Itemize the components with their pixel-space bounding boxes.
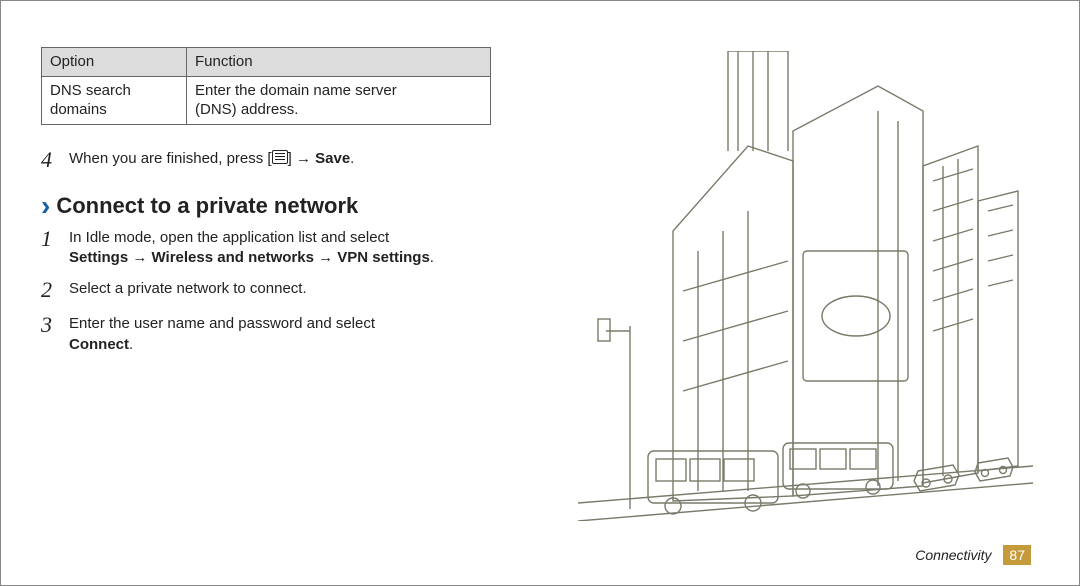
- chevron-icon: ›: [41, 192, 50, 220]
- step-4-after: .: [350, 150, 354, 167]
- step-1-number: 1: [41, 224, 69, 269]
- step-2-number: 2: [41, 275, 69, 305]
- th-function: Function: [187, 48, 491, 77]
- step-2: 2 Select a private network to connect.: [41, 279, 506, 305]
- td-function-l2: (DNS) address.: [195, 101, 298, 118]
- td-option-l2: domains: [50, 101, 107, 118]
- page-footer: Connectivity 87: [915, 545, 1031, 565]
- step-3-body: Enter the user name and password and sel…: [69, 314, 506, 355]
- step-1-after: .: [430, 249, 434, 266]
- step-4: 4 When you are finished, press [] → Save…: [41, 149, 506, 175]
- step-4-body: When you are finished, press [ ] → Save.: [69, 149, 506, 175]
- step-4-text-before: When you are finished, press [: [69, 150, 272, 167]
- menu-icon: [272, 150, 288, 164]
- city-illustration: [578, 51, 1033, 521]
- step-1-body: In Idle mode, open the application list …: [69, 228, 506, 269]
- step-1-bold: Settings → Wireless and networks → VPN s…: [69, 249, 430, 266]
- step-2-text: Select a private network to connect.: [69, 280, 307, 297]
- step-3-number: 3: [41, 310, 69, 355]
- section-title: Connect to a private network: [56, 193, 358, 219]
- step-4-bold: Save: [315, 150, 350, 167]
- page: Option Function DNS search domains Enter…: [0, 0, 1080, 586]
- option-function-table: Option Function DNS search domains Enter…: [41, 47, 491, 125]
- table-row: DNS search domains Enter the domain name…: [42, 76, 491, 124]
- step-3: 3 Enter the user name and password and s…: [41, 314, 506, 355]
- step-4-arrow: ] →: [288, 150, 316, 167]
- step-1-line1: In Idle mode, open the application list …: [69, 229, 389, 246]
- table-header-row: Option Function: [42, 48, 491, 77]
- step-2-body: Select a private network to connect.: [69, 279, 506, 305]
- section-heading: › Connect to a private network: [41, 192, 506, 220]
- td-option-l1: DNS search: [50, 82, 131, 99]
- footer-section: Connectivity: [915, 547, 991, 563]
- left-column: Option Function DNS search domains Enter…: [41, 47, 506, 547]
- th-option: Option: [42, 48, 187, 77]
- right-column: [506, 47, 1039, 547]
- step-1: 1 In Idle mode, open the application lis…: [41, 228, 506, 269]
- step-3-after: .: [129, 336, 133, 353]
- td-option: DNS search domains: [42, 76, 187, 124]
- td-function: Enter the domain name server (DNS) addre…: [187, 76, 491, 124]
- footer-page-number: 87: [1003, 545, 1031, 565]
- td-function-l1: Enter the domain name server: [195, 82, 397, 99]
- step-4-number: 4: [41, 145, 69, 175]
- step-3-line1: Enter the user name and password and sel…: [69, 315, 375, 332]
- step-3-bold: Connect: [69, 336, 129, 353]
